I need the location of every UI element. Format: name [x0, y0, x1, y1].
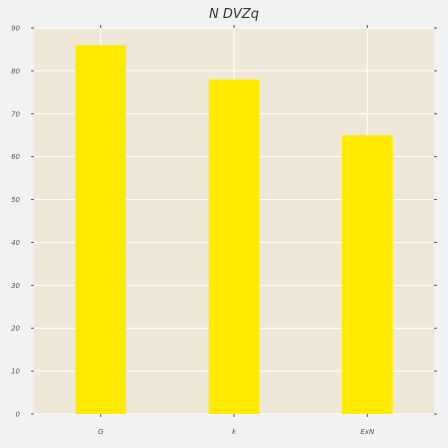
y-tick-label: 30	[11, 282, 20, 290]
y-axis: 0 10 20 30 40 50 60 70 80 90	[11, 25, 437, 419]
y-tick-label: 0	[16, 411, 21, 419]
chart-title: N DVZq	[209, 7, 259, 22]
y-tick-label: 10	[11, 368, 20, 376]
y-tick-label: 80	[11, 67, 20, 75]
bar	[208, 79, 260, 414]
x-tick-label: k	[232, 428, 237, 436]
bar	[75, 45, 126, 415]
y-tick-label: 50	[11, 196, 20, 204]
x-tick-label: G	[98, 428, 104, 436]
y-tick-label: 60	[11, 153, 20, 161]
y-tick-label: 90	[11, 25, 20, 33]
x-tick-label: ExN	[360, 428, 375, 436]
y-tick-label: 40	[11, 239, 20, 247]
bars	[75, 45, 393, 415]
y-tick-label: 70	[11, 110, 20, 118]
bar	[342, 135, 393, 414]
y-tick-label: 20	[11, 325, 20, 333]
